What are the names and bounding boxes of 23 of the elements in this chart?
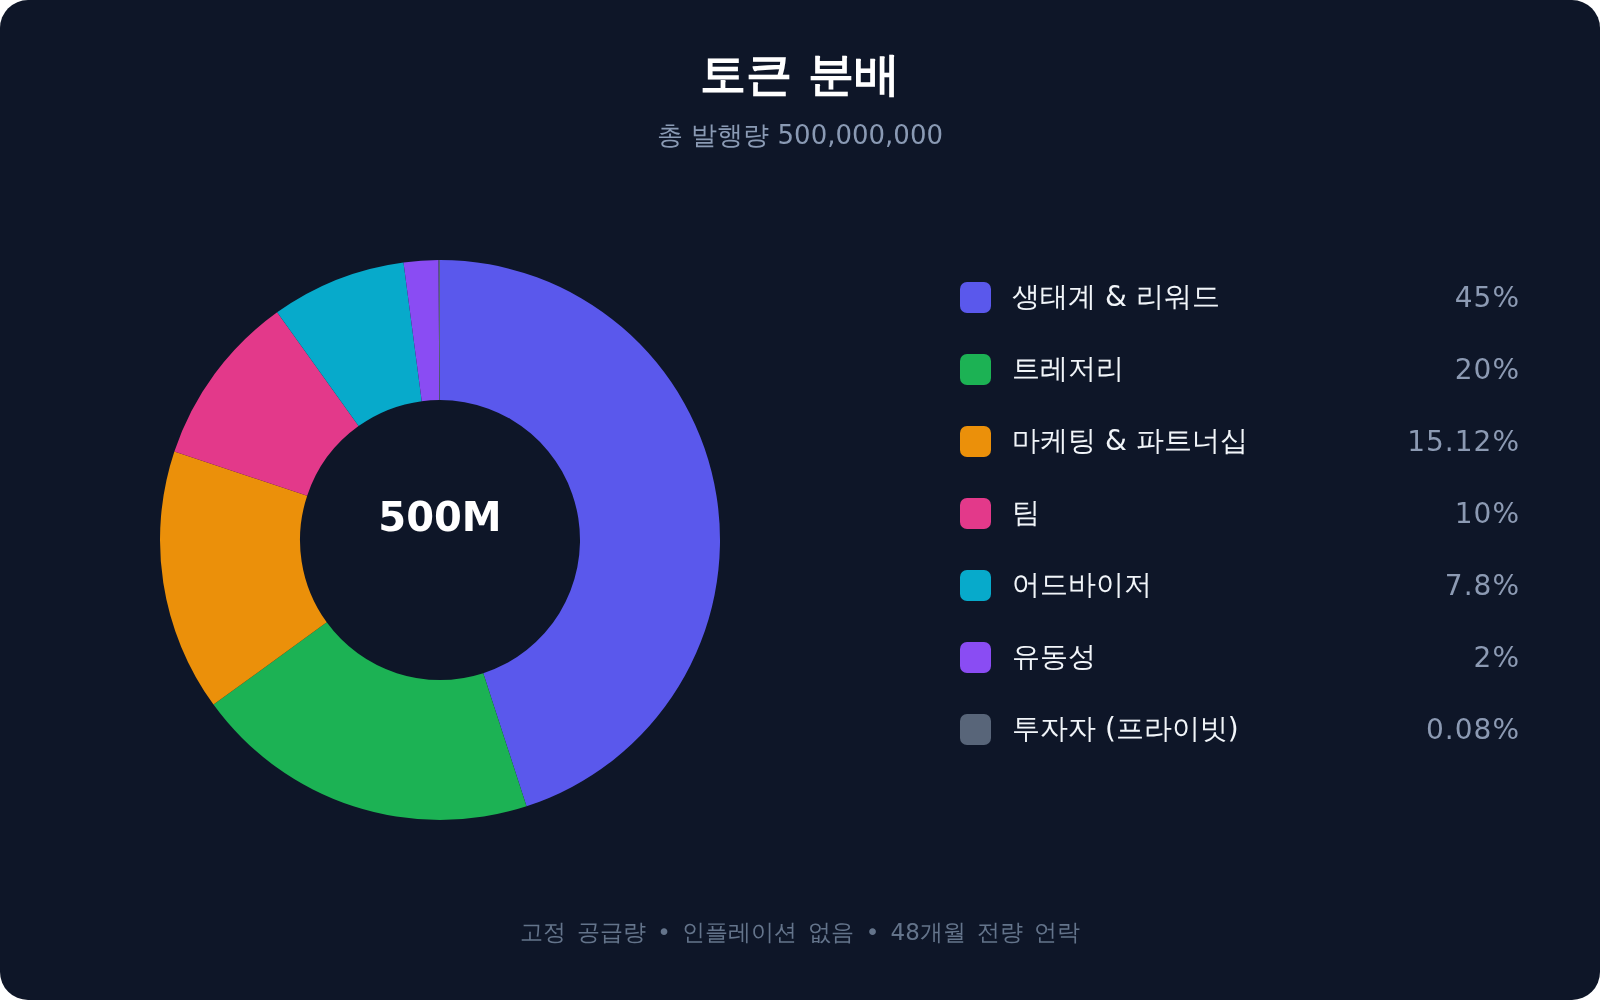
legend-label: 유동성 xyxy=(1012,639,1097,675)
legend-label: 팀 xyxy=(1012,495,1041,531)
data-label: 20% xyxy=(1454,352,1520,386)
chart-title: 토큰 분배 xyxy=(699,46,901,102)
legend-label: 투자자 (프라이빗) xyxy=(1012,711,1240,747)
donut-slice xyxy=(213,622,527,820)
text: 고정 공급량 • 인플레이션 없음 • 48개월 전량 언락 xyxy=(518,918,1082,947)
data-label: 7.8% xyxy=(1444,568,1520,602)
legend-label: 트레저리 xyxy=(1012,351,1125,387)
legend-label: 마케팅 & 파트너십 xyxy=(1012,423,1249,459)
legend-label: 생태계 & 리워드 xyxy=(1012,279,1221,315)
donut-slice xyxy=(174,312,359,496)
data-label: 15.12% xyxy=(1407,424,1520,458)
data-label: 2% xyxy=(1473,640,1520,674)
data-label: 10% xyxy=(1454,496,1520,530)
text: 500M xyxy=(377,493,503,542)
donut-slice xyxy=(403,260,440,402)
data-label: 0.08% xyxy=(1426,712,1520,746)
legend-label: 어드바이저 xyxy=(1012,567,1153,603)
donut-slice xyxy=(277,262,422,427)
chart-subtitle: 총 발행량 500,000,000 xyxy=(656,119,944,152)
data-label: 45% xyxy=(1454,280,1520,314)
donut-slice xyxy=(160,451,327,705)
